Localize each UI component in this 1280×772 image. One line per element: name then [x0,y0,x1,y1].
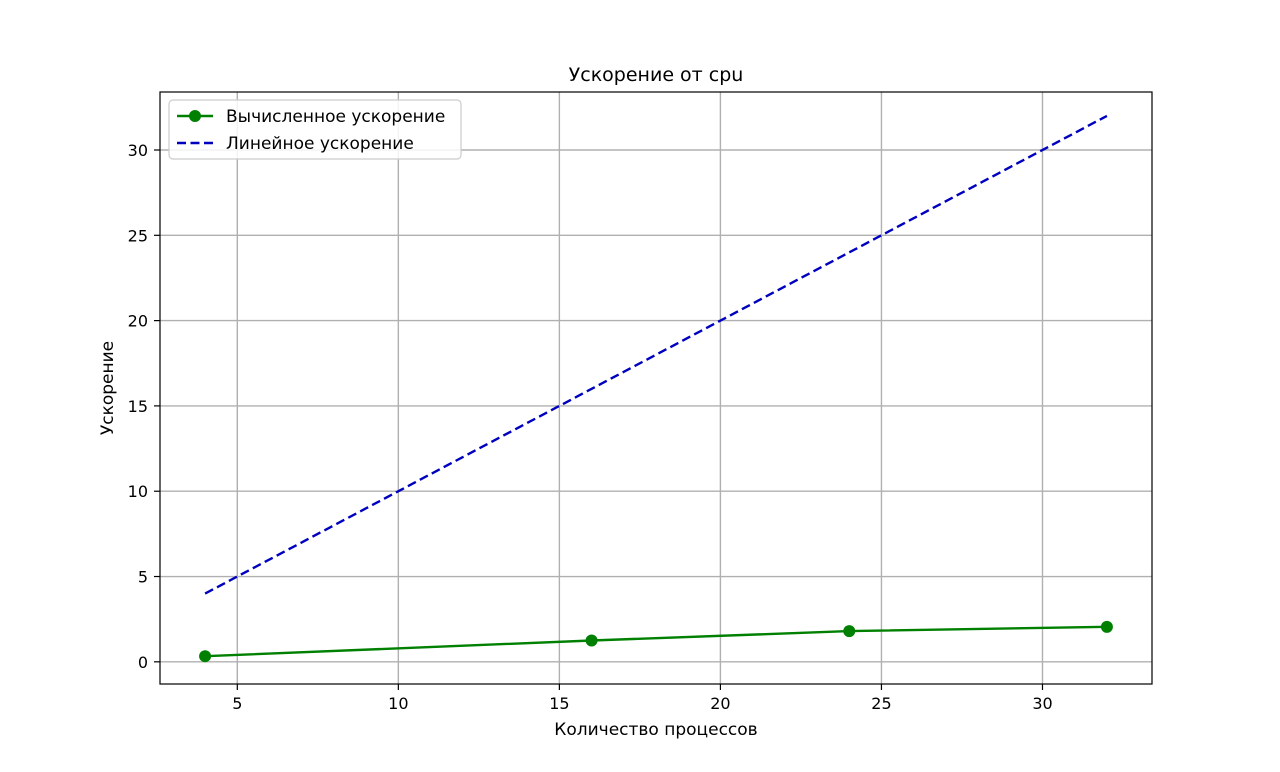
x-tick-label: 20 [710,694,730,713]
plot-frame [159,91,1153,685]
y-tick-label: 10 [128,482,148,501]
grid-layer [160,92,1152,684]
data-point [199,650,212,663]
chart-title: Ускорение от cpu [569,64,744,86]
x-tick-label: 5 [232,694,242,713]
x-tick-label: 15 [549,694,569,713]
data-point [1100,620,1113,633]
x-tick-label: 25 [871,694,891,713]
legend-label: Линейное ускорение [226,134,414,154]
series-line [204,114,1108,595]
y-tick-label: 15 [128,397,148,416]
data-point [585,634,598,647]
series-line [205,625,1107,658]
y-tick-label: 20 [128,312,148,331]
y-tick-label: 0 [138,653,148,672]
y-tick-label: 5 [138,568,148,587]
legend-label: Вычисленное ускорение [226,107,445,127]
x-axis-label: Количество процессов [554,720,757,740]
x-tick-label: 10 [388,694,408,713]
legend-box [168,99,462,160]
data-point [843,625,856,638]
y-tick-label: 25 [128,226,148,245]
legend-marker [189,110,201,122]
x-tick-label: 30 [1032,694,1052,713]
series-layer [199,114,1113,663]
y-tick-label: 30 [128,141,148,160]
y-axis-label: Ускорение [98,341,118,435]
legend: Вычисленное ускорение Линейное ускорение [168,99,462,160]
tick-layer: 5 10 15 20 25 30 0 5 10 15 20 25 30 [128,141,1053,713]
